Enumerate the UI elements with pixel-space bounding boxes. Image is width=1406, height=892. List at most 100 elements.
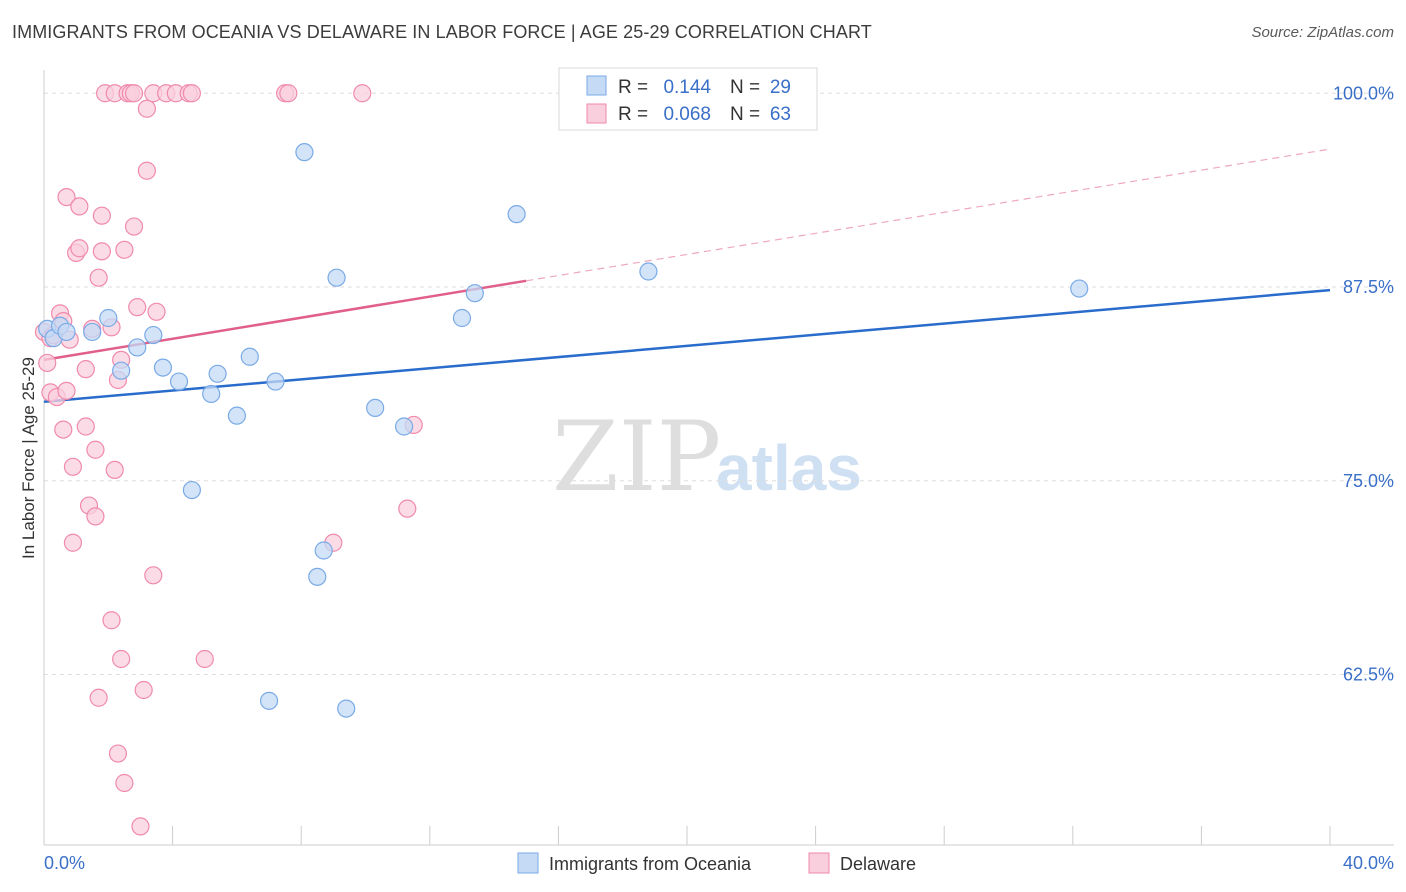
legend-r-value-oceania: 0.144 xyxy=(663,77,711,98)
oceania-point xyxy=(240,347,259,366)
legend-n-value-delaware: 63 xyxy=(770,104,791,125)
axes xyxy=(43,70,1394,846)
y-tick-labels: 62.5% 75.0% 87.5% 100.0% xyxy=(1333,83,1394,684)
bottom-legend-label-oceania: Immigrants from Oceania xyxy=(549,854,752,874)
legend-r-value-delaware: 0.068 xyxy=(663,104,711,125)
series-delaware xyxy=(34,84,423,836)
oceania-point xyxy=(327,268,346,287)
delaware-point xyxy=(131,817,150,836)
oceania-point xyxy=(1070,279,1089,298)
trend-line-delaware-extension xyxy=(526,148,1331,282)
delaware-point xyxy=(144,566,163,585)
oceania-point xyxy=(128,338,147,357)
delaware-point xyxy=(137,99,156,118)
legend-n-label-delaware: N = xyxy=(730,104,760,125)
oceania-point xyxy=(314,541,333,560)
trend-line-delaware xyxy=(43,279,527,362)
delaware-point xyxy=(92,206,111,225)
oceania-point xyxy=(639,262,658,281)
delaware-point xyxy=(38,353,57,373)
oceania-point xyxy=(507,205,526,224)
delaware-point xyxy=(89,688,108,707)
delaware-point xyxy=(63,457,83,476)
delaware-point xyxy=(398,499,417,518)
y-tick-label-3: 100.0% xyxy=(1333,83,1394,103)
bottom-legend: Immigrants from Oceania Delaware xyxy=(517,852,916,874)
delaware-point xyxy=(128,298,147,317)
delaware-point xyxy=(279,84,298,103)
delaware-point xyxy=(105,460,124,479)
x-ticks xyxy=(43,826,1331,845)
oceania-point xyxy=(465,284,484,303)
oceania-point xyxy=(112,361,131,380)
delaware-point xyxy=(195,649,214,669)
delaware-point xyxy=(57,188,76,207)
x-tick-label-min: 0.0% xyxy=(44,853,85,873)
oceania-point xyxy=(295,143,314,162)
bottom-legend-label-delaware: Delaware xyxy=(840,854,916,874)
delaware-point xyxy=(102,611,121,630)
watermark-zip: ZIP xyxy=(552,401,721,513)
oceania-point xyxy=(169,372,189,391)
delaware-point xyxy=(112,649,131,669)
delaware-point xyxy=(134,680,153,700)
delaware-point xyxy=(353,84,372,103)
legend-n-label-oceania: N = xyxy=(730,77,760,98)
delaware-point xyxy=(92,242,111,261)
oceania-point xyxy=(308,567,327,586)
chart-title: IMMIGRANTS FROM OCEANIA VS DELAWARE IN L… xyxy=(12,22,872,42)
delaware-point xyxy=(182,84,201,103)
oceania-point xyxy=(266,372,285,391)
trend-line-oceania xyxy=(43,288,1331,403)
delaware-point xyxy=(63,533,83,552)
x-tick-label-max: 40.0% xyxy=(1343,853,1394,873)
y-tick-label-2: 87.5% xyxy=(1343,277,1394,297)
delaware-point xyxy=(70,197,89,216)
bottom-legend-swatch-delaware xyxy=(808,852,830,874)
trend-lines xyxy=(43,148,1331,403)
bottom-legend-swatch-oceania xyxy=(517,852,539,874)
delaware-point xyxy=(76,417,95,436)
oceania-point xyxy=(394,417,414,436)
delaware-point xyxy=(54,420,73,439)
y-tick-label-1: 75.0% xyxy=(1343,471,1394,491)
oceania-point xyxy=(366,398,385,417)
delaware-point xyxy=(89,268,108,287)
delaware-point xyxy=(86,440,105,459)
oceania-point xyxy=(182,480,201,500)
delaware-point xyxy=(115,773,134,793)
delaware-point xyxy=(76,360,95,379)
delaware-point xyxy=(108,744,128,763)
source-label: Source: ZipAtlas.com xyxy=(1251,24,1394,41)
legend-box: R = 0.144 N = 29 R = 0.068 N = 63 xyxy=(558,67,818,131)
legend-swatch-oceania xyxy=(586,75,607,96)
oceania-point xyxy=(227,406,246,425)
series-oceania xyxy=(38,143,1089,718)
y-tick-label-0: 62.5% xyxy=(1343,665,1394,685)
delaware-point xyxy=(137,161,156,180)
oceania-point xyxy=(259,691,279,710)
delaware-point xyxy=(124,217,144,236)
legend-n-value-oceania: 29 xyxy=(770,77,791,98)
oceania-point xyxy=(144,325,163,345)
legend-swatch-delaware xyxy=(586,103,607,124)
oceania-point xyxy=(202,384,221,404)
delaware-point xyxy=(57,381,76,400)
y-axis-label: In Labor Force | Age 25-29 xyxy=(19,357,38,559)
delaware-point xyxy=(70,239,89,258)
delaware-point xyxy=(124,84,144,103)
oceania-point xyxy=(83,322,102,342)
oceania-point xyxy=(153,358,173,377)
legend-r-label-delaware: R = xyxy=(618,104,648,125)
watermark-atlas: atlas xyxy=(716,432,862,504)
oceania-point xyxy=(57,322,76,342)
legend-r-label-oceania: R = xyxy=(618,77,648,98)
oceania-point xyxy=(99,308,118,328)
delaware-point xyxy=(115,240,134,259)
delaware-point xyxy=(86,507,105,526)
oceania-point xyxy=(452,308,472,328)
oceania-point xyxy=(337,699,356,718)
delaware-point xyxy=(147,302,166,321)
oceania-point xyxy=(208,364,227,383)
